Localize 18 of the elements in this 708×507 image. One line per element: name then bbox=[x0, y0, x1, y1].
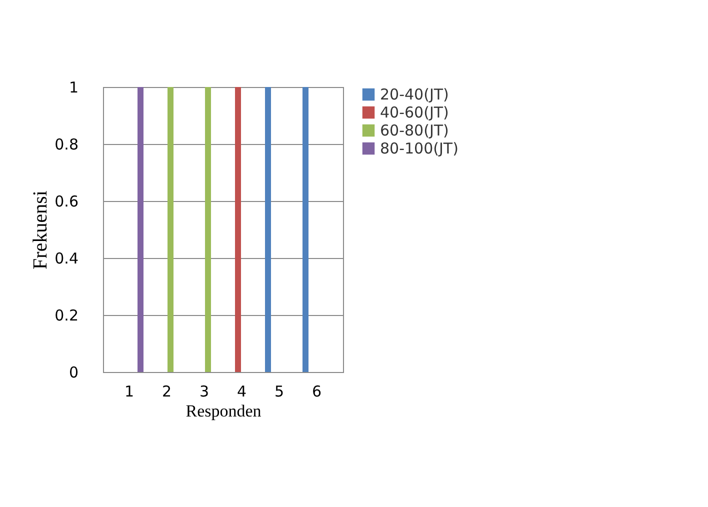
y-tick-label: 0 bbox=[68, 364, 78, 382]
y-tick-label: 0.4 bbox=[54, 250, 78, 268]
x-tick-label: 3 bbox=[199, 382, 210, 400]
legend-label: 20-40(JT) bbox=[380, 86, 449, 104]
x-tick-label: 5 bbox=[274, 382, 284, 400]
legend-label: 40-60(JT) bbox=[380, 104, 449, 122]
legend-label: 80-100(JT) bbox=[380, 140, 458, 158]
x-axis-title: Responden bbox=[186, 402, 262, 420]
x-tick-label: 6 bbox=[312, 382, 322, 400]
y-tick-label: 0.8 bbox=[54, 136, 78, 154]
legend-label: 60-80(JT) bbox=[380, 122, 449, 140]
x-tick-label: 1 bbox=[124, 382, 134, 400]
x-tick-label: 4 bbox=[236, 382, 247, 400]
y-tick-label: 1 bbox=[68, 78, 78, 96]
y-tick-label: 0.2 bbox=[54, 306, 78, 324]
x-tick-label: 2 bbox=[162, 382, 172, 400]
y-tick-label: 0.6 bbox=[54, 192, 78, 210]
y-axis-title: Frekuensi bbox=[30, 190, 52, 270]
